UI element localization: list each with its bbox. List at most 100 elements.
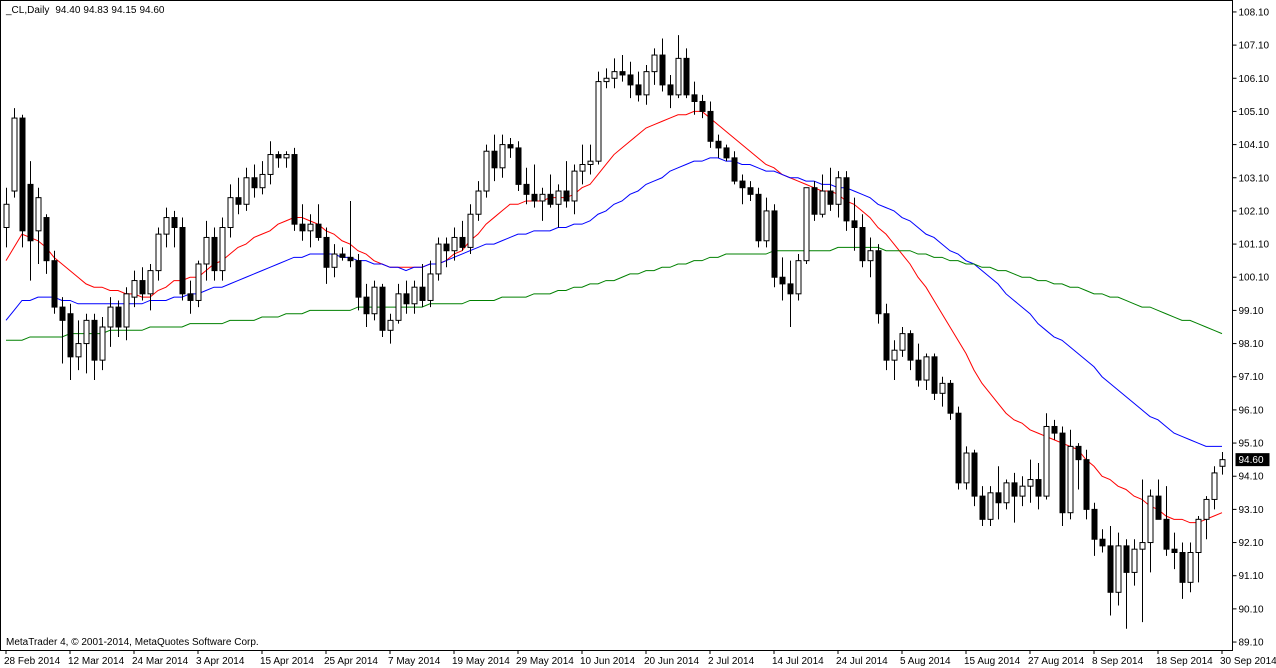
y-tick-label: 103.10: [1239, 173, 1270, 184]
candle-body: [651, 54, 658, 73]
candle-body: [259, 173, 266, 189]
candle-body: [1115, 545, 1122, 593]
candle-body: [499, 144, 506, 169]
candle-body: [75, 343, 82, 358]
candle-body: [979, 495, 986, 520]
candle-body: [195, 263, 202, 301]
candle-body: [219, 227, 226, 272]
candle-body: [1123, 545, 1130, 573]
candle-body: [51, 260, 58, 308]
candle-body: [539, 193, 546, 202]
candle-body: [323, 236, 330, 268]
candle-body: [899, 333, 906, 351]
y-tick-label: 90.10: [1239, 604, 1264, 615]
candle-body: [315, 223, 322, 238]
candle-body: [1131, 548, 1138, 573]
candle-body: [371, 286, 378, 315]
candle-body: [123, 293, 130, 328]
candle-body: [787, 283, 794, 295]
candle-body: [211, 236, 218, 272]
candle-body: [843, 177, 850, 222]
candle-body: [43, 217, 50, 262]
candle-body: [587, 160, 594, 165]
candle-body: [27, 183, 34, 242]
candle-body: [955, 412, 962, 484]
candle-body: [939, 382, 946, 394]
x-tick-label: 8 Sep 2014: [1092, 656, 1144, 667]
candle-body: [971, 452, 978, 497]
candle-body: [411, 286, 418, 305]
candle-body: [1043, 425, 1050, 497]
y-tick-label: 98.10: [1239, 339, 1264, 350]
candle-body: [667, 84, 674, 96]
candle-body: [867, 250, 874, 262]
candle-body: [227, 197, 234, 229]
x-tick-label: 24 Jul 2014: [836, 656, 888, 667]
candle-body: [619, 71, 626, 76]
candle-body: [675, 57, 682, 96]
candle-body: [91, 319, 98, 361]
candle-body: [515, 147, 522, 185]
x-tick-label: 2 Jul 2014: [708, 656, 755, 667]
candle-body: [875, 250, 882, 315]
candle-body: [307, 223, 314, 232]
candle-body: [699, 100, 706, 112]
x-tick-label: 14 Jul 2014: [772, 656, 824, 667]
candle-body: [779, 276, 786, 285]
moving-average: [5, 110, 1223, 524]
x-tick-label: 15 Aug 2014: [964, 656, 1021, 667]
candle-body: [835, 177, 842, 205]
candle-body: [291, 154, 298, 225]
candle-body: [883, 313, 890, 361]
x-tick-label: 18 Sep 2014: [1156, 656, 1213, 667]
candle-body: [467, 213, 474, 248]
candle-body: [1083, 459, 1090, 510]
candle-body: [907, 333, 914, 361]
x-tick-label: 10 Jun 2014: [580, 656, 635, 667]
plot-frame: [0, 0, 1233, 651]
candle-body: [19, 117, 26, 232]
candle-body: [1099, 538, 1106, 547]
x-tick-label: 28 Feb 2014: [4, 656, 61, 667]
candle-body: [1171, 548, 1178, 554]
candle-body: [59, 306, 66, 321]
candle-body: [1155, 495, 1162, 520]
candle-body: [715, 140, 722, 149]
candle-body: [67, 313, 74, 358]
x-tick-label: 12 Mar 2014: [68, 656, 125, 667]
y-tick-label: 106.10: [1239, 74, 1270, 85]
candle-body: [1219, 459, 1226, 467]
header-value: 94.15: [111, 5, 136, 16]
candle-body: [827, 190, 834, 205]
candle-body: [187, 293, 194, 301]
candle-body: [299, 223, 306, 232]
candle-body: [1011, 482, 1018, 497]
y-tick-label: 99.10: [1239, 306, 1264, 317]
candle-body: [243, 177, 250, 205]
candle-body: [859, 227, 866, 262]
candle-body: [747, 187, 754, 195]
candle-body: [563, 190, 570, 202]
candle-body: [771, 210, 778, 278]
candle-body: [995, 492, 1002, 504]
candle-body: [427, 273, 434, 301]
candle-body: [483, 150, 490, 192]
candle-body: [1179, 552, 1186, 583]
candle-body: [355, 260, 362, 298]
candle-body: [603, 77, 610, 83]
candle-body: [147, 270, 154, 295]
candle-body: [163, 217, 170, 235]
candle-body: [275, 154, 282, 159]
candle-body: [171, 217, 178, 229]
header-value: 94.83: [83, 5, 108, 16]
candle-body: [387, 319, 394, 331]
candle-body: [379, 286, 386, 331]
last-price-label: 94.60: [1239, 455, 1264, 466]
y-tick-label: 102.10: [1239, 206, 1270, 217]
y-tick-label: 92.10: [1239, 538, 1264, 549]
y-tick-label: 97.10: [1239, 372, 1264, 383]
y-tick-label: 105.10: [1239, 107, 1270, 118]
candle-body: [819, 190, 826, 215]
y-tick-label: 104.10: [1239, 140, 1270, 151]
candle-body: [635, 84, 642, 96]
